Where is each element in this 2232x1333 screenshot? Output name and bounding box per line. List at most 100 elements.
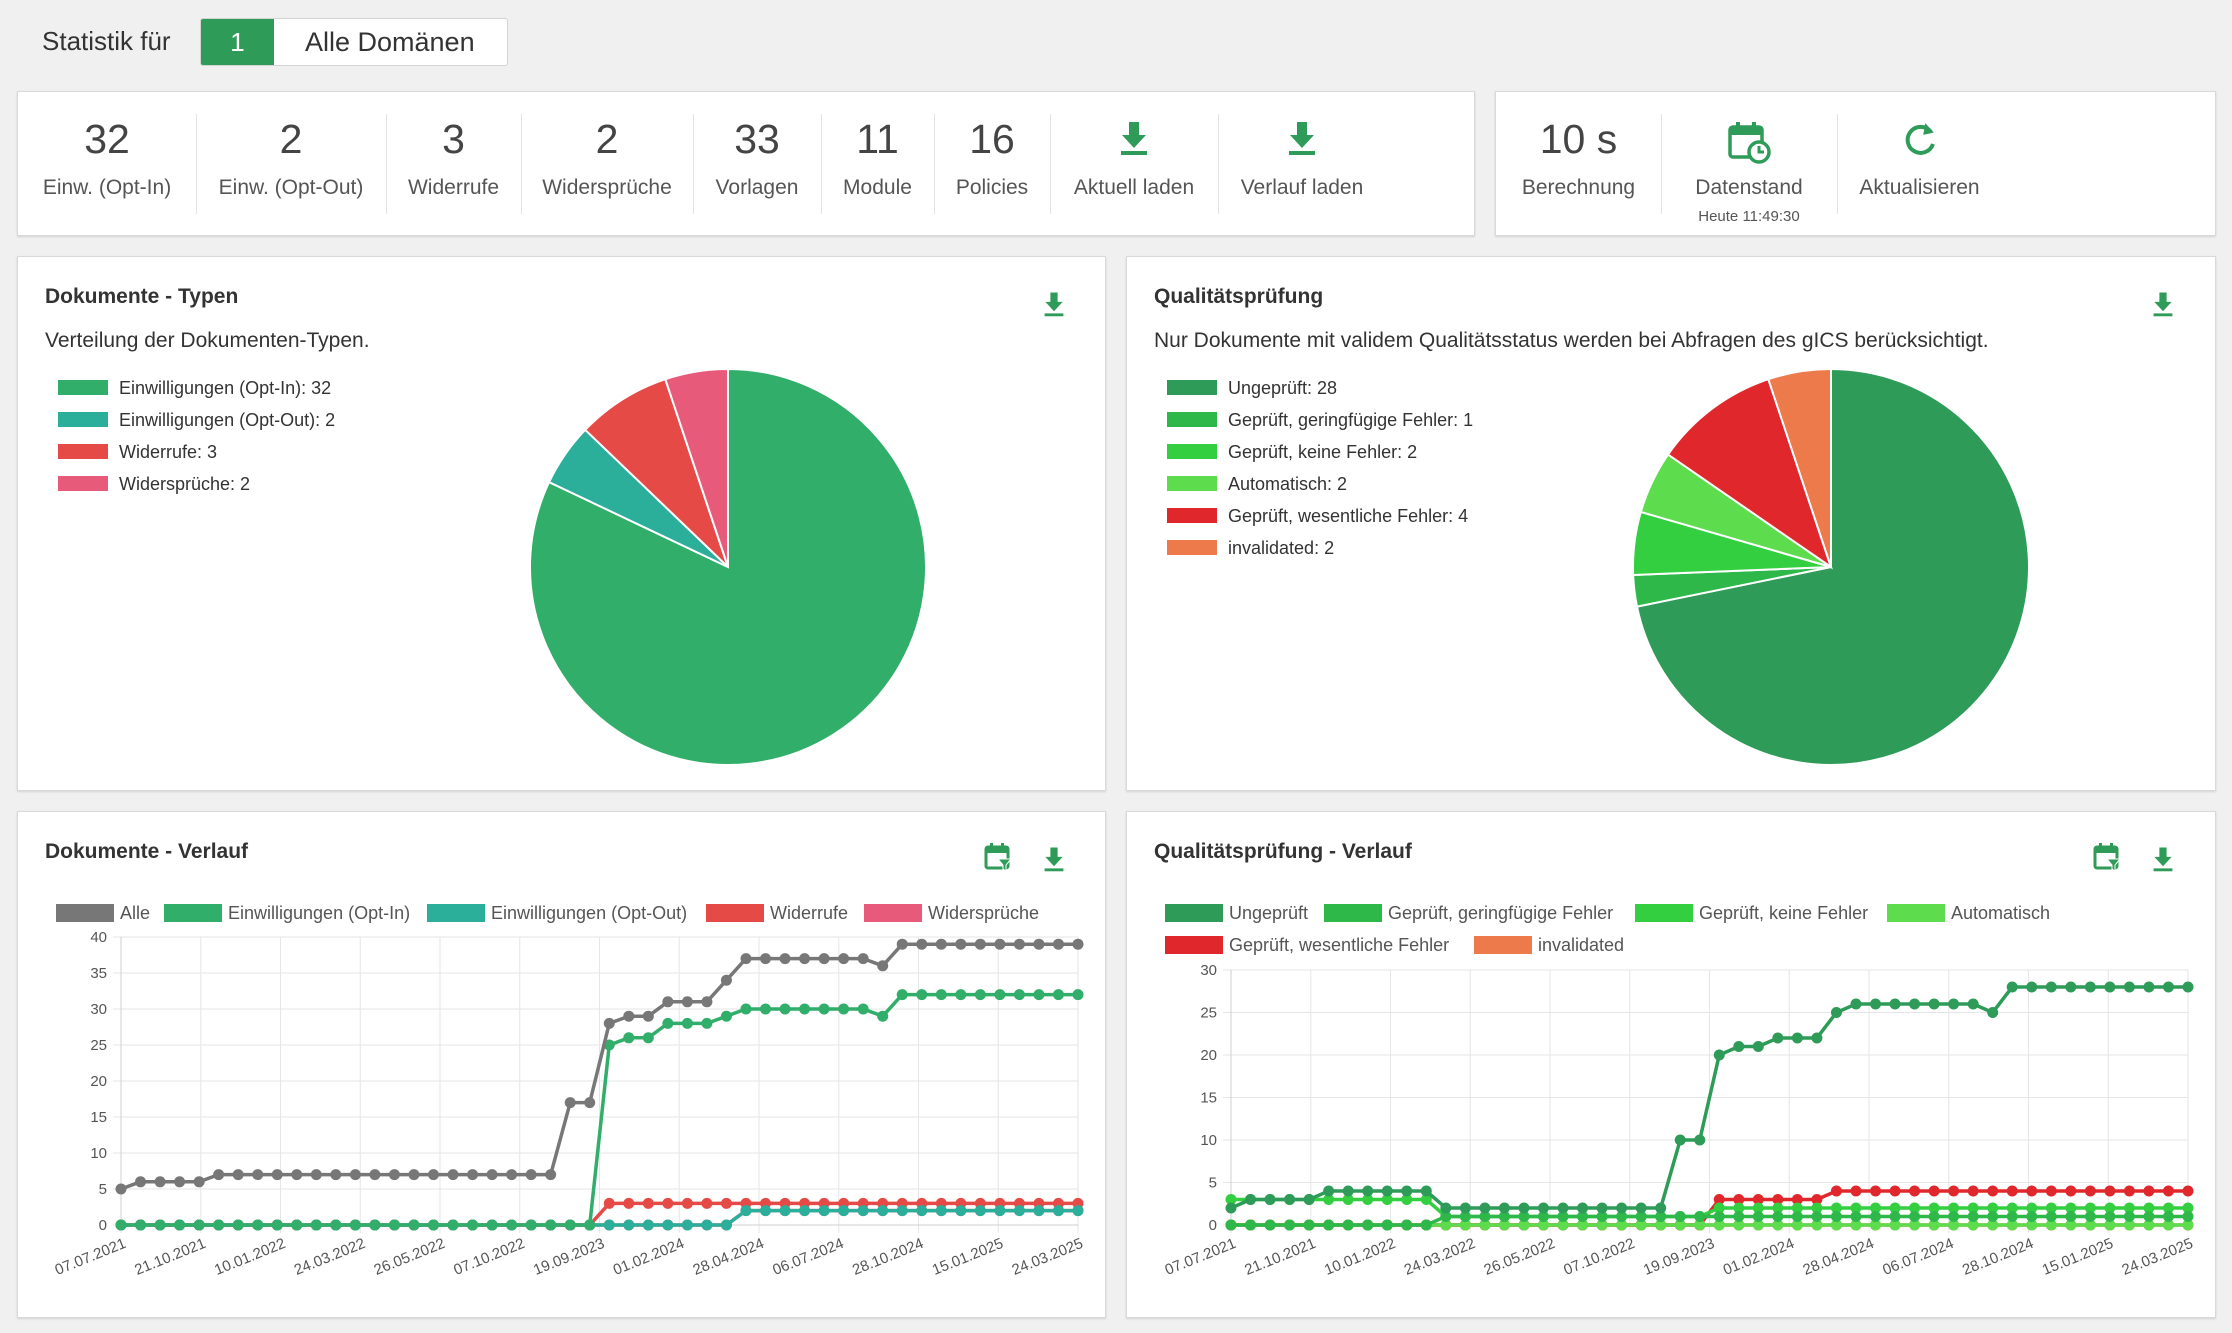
data-point[interactable]: [623, 1219, 635, 1231]
data-point[interactable]: [1033, 989, 1045, 1001]
data-point[interactable]: [486, 1169, 498, 1181]
data-point[interactable]: [877, 960, 889, 972]
data-point[interactable]: [2065, 1211, 2077, 1222]
data-point[interactable]: [2123, 1185, 2135, 1197]
data-point[interactable]: [1616, 1202, 1628, 1214]
data-point[interactable]: [525, 1219, 537, 1231]
data-point[interactable]: [232, 1219, 244, 1231]
data-point[interactable]: [2143, 1185, 2155, 1197]
data-point[interactable]: [135, 1176, 147, 1188]
data-point[interactable]: [1889, 1185, 1901, 1197]
data-point[interactable]: [1518, 1219, 1530, 1231]
data-point[interactable]: [1830, 1007, 1842, 1018]
data-point[interactable]: [2006, 1211, 2018, 1222]
data-point[interactable]: [1401, 1185, 1413, 1197]
data-point[interactable]: [1284, 1194, 1296, 1205]
data-point[interactable]: [1830, 1219, 1842, 1231]
data-point[interactable]: [1987, 1219, 1999, 1231]
data-point[interactable]: [1811, 1211, 1823, 1222]
data-point[interactable]: [2026, 1202, 2038, 1214]
data-point[interactable]: [2084, 1219, 2096, 1231]
data-point[interactable]: [271, 1219, 283, 1231]
data-point[interactable]: [916, 1205, 928, 1217]
download-icon[interactable]: [2151, 846, 2177, 874]
data-point[interactable]: [1928, 998, 1940, 1010]
data-point[interactable]: [545, 1169, 557, 1181]
calendar-filter-icon[interactable]: [2093, 842, 2123, 874]
data-point[interactable]: [408, 1219, 420, 1231]
download-icon[interactable]: [2151, 291, 2177, 319]
data-point[interactable]: [1811, 1032, 1823, 1044]
data-point[interactable]: [681, 1197, 693, 1209]
data-point[interactable]: [1577, 1219, 1589, 1231]
data-point[interactable]: [1928, 1211, 1940, 1222]
data-point[interactable]: [642, 1032, 654, 1044]
data-point[interactable]: [1870, 1211, 1882, 1222]
data-point[interactable]: [877, 1010, 889, 1022]
data-point[interactable]: [193, 1219, 205, 1231]
data-point[interactable]: [2162, 981, 2174, 993]
data-point[interactable]: [1694, 1211, 1706, 1222]
data-point[interactable]: [877, 1205, 889, 1217]
legend-item[interactable]: Alle: [56, 903, 150, 923]
data-point[interactable]: [447, 1219, 459, 1231]
data-point[interactable]: [2143, 981, 2155, 993]
data-point[interactable]: [564, 1097, 576, 1109]
data-point[interactable]: [1674, 1211, 1686, 1222]
data-point[interactable]: [1870, 1219, 1882, 1231]
data-point[interactable]: [799, 953, 811, 965]
data-point[interactable]: [1303, 1194, 1315, 1205]
data-point[interactable]: [1713, 1219, 1725, 1231]
data-point[interactable]: [1537, 1202, 1549, 1214]
data-point[interactable]: [779, 1003, 791, 1015]
data-point[interactable]: [467, 1219, 479, 1231]
data-point[interactable]: [955, 989, 967, 1001]
data-point[interactable]: [1772, 1032, 1784, 1044]
data-point[interactable]: [1733, 1211, 1745, 1222]
data-point[interactable]: [1033, 938, 1045, 950]
data-point[interactable]: [935, 1205, 947, 1217]
data-point[interactable]: [1967, 1211, 1979, 1222]
data-point[interactable]: [1713, 1202, 1725, 1214]
data-point[interactable]: [760, 1205, 772, 1217]
data-point[interactable]: [1752, 1219, 1764, 1231]
data-point[interactable]: [1733, 1219, 1745, 1231]
data-point[interactable]: [1830, 1211, 1842, 1222]
data-point[interactable]: [1401, 1219, 1413, 1231]
data-point[interactable]: [2026, 981, 2038, 993]
data-point[interactable]: [486, 1219, 498, 1231]
data-point[interactable]: [584, 1219, 596, 1231]
data-point[interactable]: [1694, 1219, 1706, 1231]
data-point[interactable]: [2143, 1202, 2155, 1214]
refresh-button[interactable]: Aktualisieren: [1837, 92, 2002, 235]
data-point[interactable]: [857, 1205, 869, 1217]
data-point[interactable]: [642, 1010, 654, 1022]
data-point[interactable]: [1928, 1219, 1940, 1231]
data-point[interactable]: [760, 1003, 772, 1015]
data-point[interactable]: [1811, 1202, 1823, 1214]
data-point[interactable]: [1498, 1211, 1510, 1222]
data-point[interactable]: [2182, 981, 2194, 993]
data-point[interactable]: [135, 1219, 147, 1231]
data-point[interactable]: [1909, 1211, 1921, 1222]
data-point[interactable]: [1948, 1202, 1960, 1214]
data-point[interactable]: [1401, 1194, 1413, 1205]
data-point[interactable]: [994, 938, 1006, 950]
data-point[interactable]: [1342, 1185, 1354, 1197]
data-point[interactable]: [2162, 1185, 2174, 1197]
data-point[interactable]: [1459, 1202, 1471, 1214]
data-point[interactable]: [1342, 1219, 1354, 1231]
data-point[interactable]: [1459, 1219, 1471, 1231]
data-point[interactable]: [603, 1039, 615, 1051]
data-point[interactable]: [1323, 1185, 1335, 1197]
data-point[interactable]: [1948, 998, 1960, 1010]
data-point[interactable]: [2104, 981, 2116, 993]
data-point[interactable]: [701, 1017, 713, 1029]
data-point[interactable]: [1987, 1185, 1999, 1197]
data-point[interactable]: [1635, 1219, 1647, 1231]
data-point[interactable]: [838, 1003, 850, 1015]
data-point[interactable]: [2026, 1211, 2038, 1222]
load-current-button[interactable]: Aktuell laden: [1050, 92, 1218, 235]
data-point[interactable]: [1264, 1194, 1276, 1205]
data-point[interactable]: [1870, 998, 1882, 1010]
